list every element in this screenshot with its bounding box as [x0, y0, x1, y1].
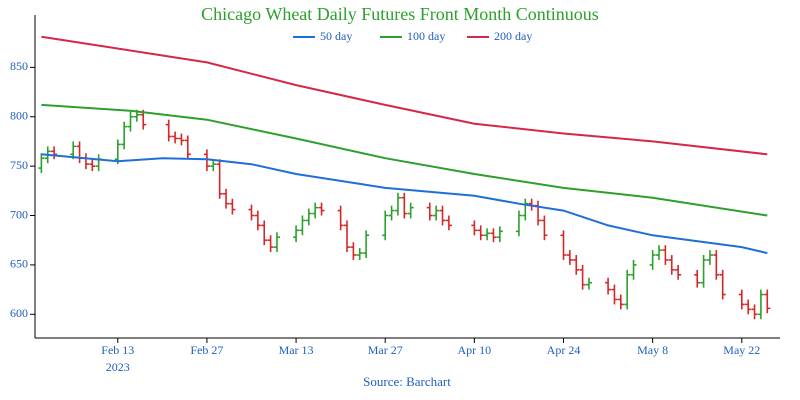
y-tick-label: 650: [10, 257, 28, 271]
x-tick-label: Feb 13: [101, 343, 134, 357]
legend-label: 50 day: [320, 29, 352, 43]
y-tick-label: 850: [10, 59, 28, 73]
x-tick-label: Mar 13: [279, 343, 314, 357]
x-tick-label: Feb 27: [190, 343, 223, 357]
x-tick-label: May 22: [723, 343, 760, 357]
x-tick-label: Mar 27: [368, 343, 403, 357]
x-tick-label: May 8: [637, 343, 668, 357]
x-year-label: 2023: [106, 360, 130, 374]
moving-average-line: [41, 153, 768, 255]
moving-average-line: [41, 35, 768, 156]
legend-label: 200 day: [494, 29, 532, 43]
x-tick-label: Apr 10: [458, 343, 492, 357]
legend-label: 100 day: [407, 29, 445, 43]
y-tick-label: 700: [10, 207, 28, 221]
moving-average-line: [41, 103, 768, 217]
y-tick-label: 600: [10, 306, 28, 320]
source-note: Source: Barchart: [363, 374, 451, 389]
x-tick-label: Apr 24: [547, 343, 581, 357]
y-tick-label: 750: [10, 158, 28, 172]
chart-title: Chicago Wheat Daily Futures Front Month …: [201, 4, 599, 24]
y-tick-label: 800: [10, 108, 28, 122]
